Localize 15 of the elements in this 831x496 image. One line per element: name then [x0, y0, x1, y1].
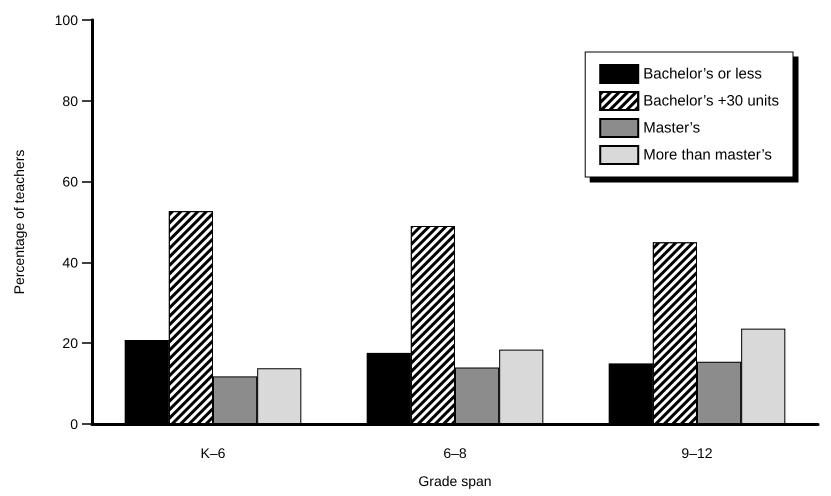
- legend-label: More than master’s: [643, 146, 772, 164]
- x-axis-title: Grade span: [418, 473, 492, 489]
- x-tick-label: K–6: [200, 445, 226, 461]
- y-tick-label: 40: [62, 254, 78, 270]
- y-tick-label: 60: [62, 174, 78, 190]
- y-axis-title: Percentage of teachers: [11, 150, 27, 294]
- y-tick-label: 0: [70, 416, 78, 432]
- x-tick-label: 9–12: [681, 445, 713, 461]
- y-tick-label: 80: [62, 92, 78, 109]
- legend-label: Bachelor’s +30 units: [643, 92, 780, 110]
- y-tick-label: 20: [62, 335, 78, 352]
- legend-label: Bachelor’s or less: [643, 66, 762, 82]
- x-tick-label: 6–8: [443, 445, 467, 461]
- y-tick-label: 100: [54, 12, 78, 28]
- legend-label: Master’s: [643, 120, 700, 136]
